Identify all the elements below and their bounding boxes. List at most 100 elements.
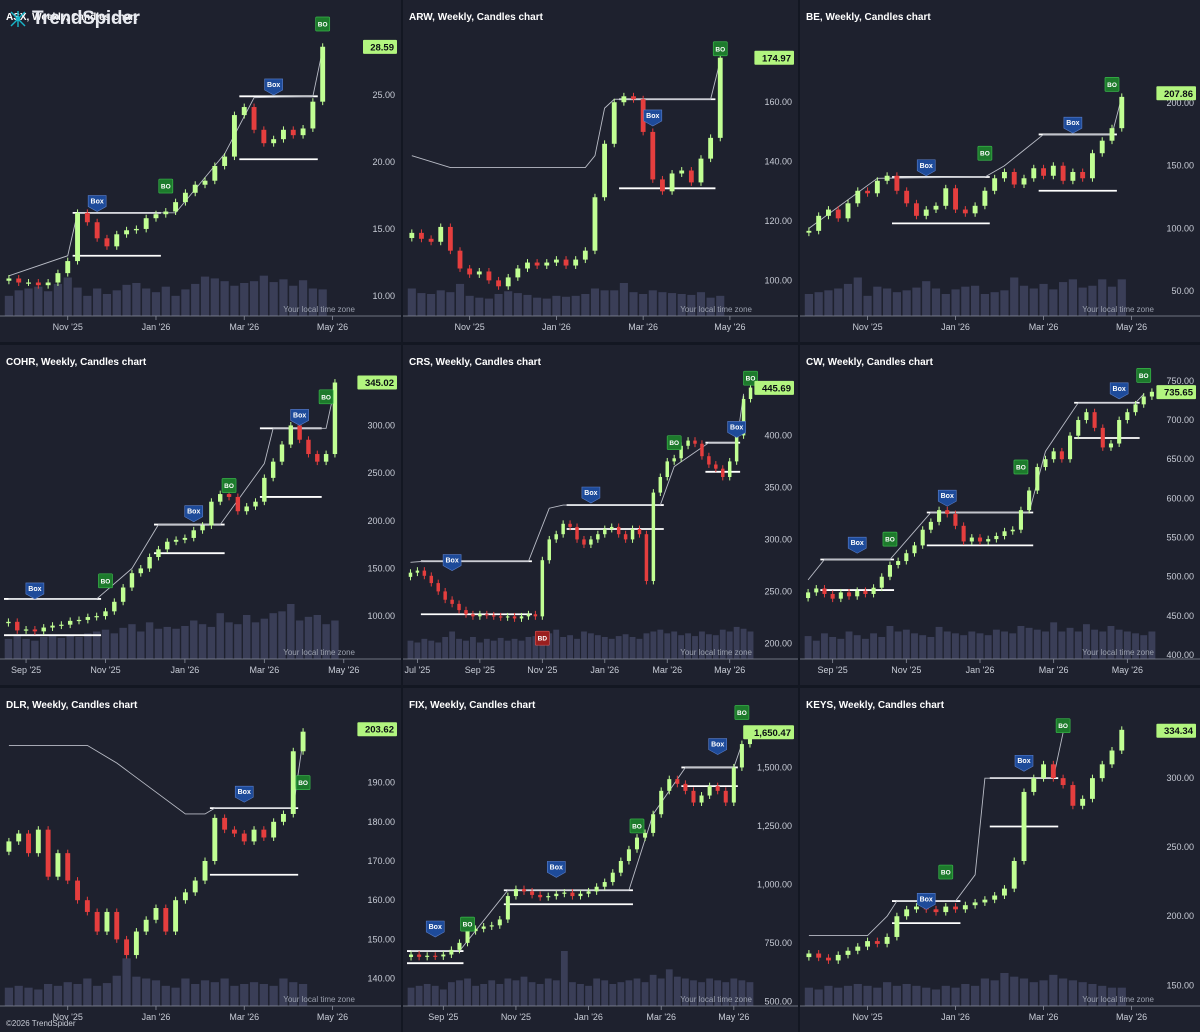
box-marker[interactable]: Box: [937, 489, 957, 507]
chart-panel-asx[interactable]: ASX, Weekly, Candles chart Box BO Box BO 10.0…: [0, 0, 401, 342]
box-marker[interactable]: Box: [1014, 754, 1034, 772]
chart-title: KEYS, Weekly, Candles chart: [806, 700, 945, 711]
box-marker[interactable]: Box: [1063, 116, 1083, 134]
candle: [438, 223, 444, 246]
chart-title: BE, Weekly, Candles chart: [806, 12, 931, 23]
chart-panel-crs[interactable]: CRS, Weekly, Candles chart Box BD Box BO Box B…: [403, 345, 798, 685]
box-marker[interactable]: Box: [25, 582, 45, 600]
candle: [55, 269, 61, 286]
box-marker[interactable]: Box: [290, 409, 309, 426]
breakout-marker[interactable]: BO: [158, 178, 174, 194]
y-tick-label: 25.00: [372, 90, 395, 100]
breakout-marker[interactable]: BO: [318, 389, 334, 405]
breakout-marker[interactable]: BO: [743, 370, 758, 386]
breakout-marker[interactable]: BO: [221, 478, 237, 493]
candle: [814, 585, 819, 596]
box-marker[interactable]: Box: [708, 738, 727, 755]
volume-bar: [593, 978, 601, 1006]
box-marker[interactable]: Box: [847, 536, 867, 554]
breakout-marker[interactable]: BO: [1136, 368, 1152, 383]
candle: [457, 600, 461, 614]
volume-bar: [456, 638, 462, 659]
y-tick-label: 50.00: [1171, 286, 1194, 296]
box-marker[interactable]: Box: [916, 159, 936, 177]
volume-bar: [234, 624, 242, 659]
breakout-marker[interactable]: BO: [629, 818, 645, 834]
local-time-zone-note: Your local time zone: [1082, 305, 1154, 314]
breakout-marker[interactable]: BO: [1055, 718, 1071, 734]
box-marker[interactable]: Box: [425, 920, 445, 938]
candle: [6, 618, 11, 627]
volume-bar: [853, 984, 862, 1006]
candle: [173, 198, 179, 215]
breakout-marker[interactable]: BO: [460, 916, 475, 932]
candle: [846, 588, 852, 600]
local-time-zone-note: Your local time zone: [680, 305, 752, 314]
chart-panel-arw[interactable]: ARW, Weekly, Candles chart Box BO 100.00 120…: [403, 0, 798, 342]
box-marker[interactable]: Box: [727, 421, 746, 438]
chart-panel-cw[interactable]: CW, Weekly, Candles chart Box BO Box BO Box BO…: [800, 345, 1200, 685]
candle: [182, 888, 188, 904]
box-marker[interactable]: Box: [643, 109, 663, 127]
candle: [244, 503, 249, 515]
local-time-zone-note: Your local time zone: [283, 305, 355, 314]
x-tick-label: Sep '25: [11, 665, 41, 675]
box-marker[interactable]: Box: [546, 861, 566, 878]
breakout-marker[interactable]: BO: [1013, 459, 1029, 475]
candle: [962, 206, 968, 217]
chart-title: ASX, Weekly, Candles chart: [6, 12, 138, 23]
breakout-marker[interactable]: BO: [882, 531, 898, 547]
breakout-marker[interactable]: BO: [977, 145, 993, 161]
box-marker[interactable]: Box: [87, 195, 107, 212]
candle: [1070, 168, 1076, 185]
box-marker[interactable]: Box: [234, 785, 254, 803]
volume-bar: [935, 626, 943, 659]
breakdown-marker[interactable]: BD: [534, 630, 550, 646]
svg-text:Box: Box: [267, 82, 280, 89]
volume-bar: [523, 294, 532, 316]
volume-bar: [590, 288, 600, 316]
breakout-marker[interactable]: BO: [938, 864, 954, 880]
breakout-marker[interactable]: BO: [315, 16, 331, 32]
volume-bar: [1107, 626, 1115, 659]
box-marker[interactable]: Box: [264, 78, 283, 96]
candle: [568, 520, 572, 531]
volume-bar: [919, 635, 927, 659]
svg-text:Box: Box: [91, 199, 104, 206]
volume-bar: [1042, 631, 1049, 659]
current-price-label: 207.86: [1156, 86, 1196, 101]
box-marker[interactable]: Box: [184, 505, 204, 523]
box-marker[interactable]: Box: [916, 893, 936, 910]
candle: [1090, 149, 1095, 182]
breakout-marker[interactable]: BO: [1104, 76, 1120, 92]
chart-panel-be[interactable]: BE, Weekly, Candles chart Box BO Box BO 50.00…: [800, 0, 1200, 342]
breakout-marker[interactable]: BO: [666, 435, 682, 451]
breakout-marker[interactable]: BO: [712, 41, 728, 57]
y-tick-label: 200.00: [1166, 98, 1194, 108]
candle: [982, 896, 988, 906]
candle: [457, 939, 462, 954]
candle: [1090, 774, 1095, 803]
chart-panel-fix[interactable]: FIX, Weekly, Candles chart Box BO Box BO Box B…: [403, 688, 798, 1032]
box-marker[interactable]: Box: [1109, 382, 1129, 400]
breakout-marker[interactable]: BO: [295, 775, 311, 790]
svg-text:BO: BO: [1107, 82, 1117, 89]
volume-bar: [814, 292, 823, 316]
volume-bar: [845, 631, 853, 659]
volume-bar: [181, 626, 189, 659]
chart-panel-cohr[interactable]: COHR, Weekly, Candles chart Box BO Box BO Box…: [0, 345, 401, 685]
candle: [961, 522, 966, 545]
breakout-marker[interactable]: BO: [734, 705, 750, 720]
local-time-zone-note: Your local time zone: [1082, 648, 1154, 657]
box-marker[interactable]: Box: [442, 554, 462, 571]
svg-text:Box: Box: [920, 163, 933, 170]
chart-panel-dlr[interactable]: DLR, Weekly, Candles chart Box BO 140.00 150…: [0, 688, 401, 1032]
candle: [884, 172, 890, 185]
box-marker[interactable]: Box: [581, 486, 601, 504]
chart-panel-keys[interactable]: KEYS, Weekly, Candles chart Box BO Box BO 150…: [800, 688, 1200, 1032]
volume-bar: [171, 987, 180, 1006]
volume-bar: [639, 294, 648, 316]
volume-bar: [279, 978, 288, 1006]
breakout-marker[interactable]: BO: [98, 573, 113, 589]
